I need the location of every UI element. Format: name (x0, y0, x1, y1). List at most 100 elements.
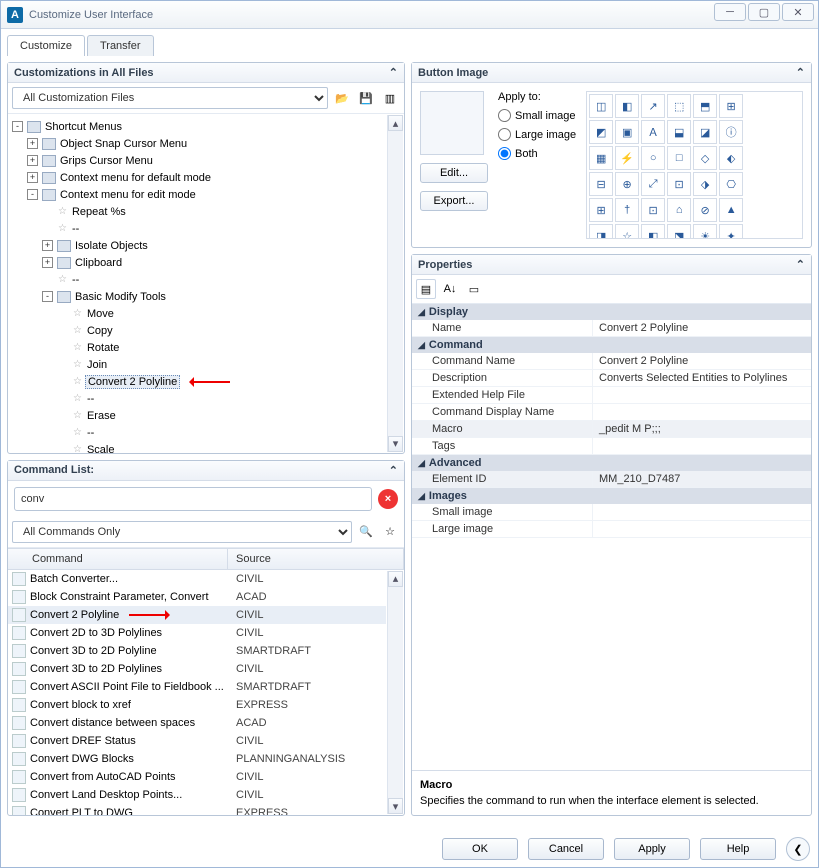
property-value[interactable] (592, 521, 811, 537)
radio-both[interactable]: Both (498, 147, 576, 160)
tree-expander-icon[interactable]: - (42, 291, 53, 302)
palette-icon[interactable]: ⊡ (641, 198, 665, 222)
props-page-icon[interactable]: ▭ (464, 279, 484, 299)
property-row[interactable]: Macro_pedit M P;;; (412, 421, 811, 438)
collapse-icon[interactable]: ⌃ (389, 66, 398, 79)
collapse-icon[interactable]: ⌃ (796, 66, 805, 79)
radio-large-image[interactable]: Large image (498, 128, 576, 141)
property-value[interactable]: _pedit M P;;; (592, 421, 811, 437)
apply-button[interactable]: Apply (614, 838, 690, 860)
property-row[interactable]: NameConvert 2 Polyline (412, 320, 811, 337)
palette-icon[interactable]: ◫ (589, 94, 613, 118)
property-value[interactable] (592, 504, 811, 520)
scroll-down-icon[interactable]: ▾ (388, 798, 403, 814)
palette-icon[interactable]: ⓘ (719, 120, 743, 144)
command-row[interactable]: Convert DREF StatusCIVIL (8, 732, 386, 750)
command-row[interactable]: Convert distance between spacesACAD (8, 714, 386, 732)
property-category[interactable]: ◢Images (412, 488, 811, 504)
column-command[interactable]: Command (8, 549, 228, 569)
save-icon[interactable]: 💾 (356, 88, 376, 108)
tree-node[interactable]: ☆Rotate (10, 339, 386, 356)
tree-node[interactable]: +Object Snap Cursor Menu (10, 135, 386, 152)
tree-node[interactable]: -Basic Modify Tools (10, 288, 386, 305)
property-value[interactable] (592, 438, 811, 454)
radio-small-image[interactable]: Small image (498, 109, 576, 122)
tree-node[interactable]: ☆Copy (10, 322, 386, 339)
palette-icon[interactable]: ⤢ (641, 172, 665, 196)
collapse-icon[interactable]: ⌃ (796, 258, 805, 271)
palette-icon[interactable]: ⬖ (719, 146, 743, 170)
palette-icon[interactable]: ⬚ (667, 94, 691, 118)
property-row[interactable]: Small image (412, 504, 811, 521)
property-row[interactable]: Extended Help File (412, 387, 811, 404)
icon-palette[interactable]: ◫◧↗⬚⬒⊞◩▣Ａ⬓◪ⓘ▦⚡○□◇⬖⊟⊕⤢⊡⬗⎔⊞†⊡⌂⊘▲◨☆◧⬔☀✦ (586, 91, 803, 239)
open-file-icon[interactable]: 📂 (332, 88, 352, 108)
palette-icon[interactable]: ⊘ (693, 198, 717, 222)
tree-node[interactable]: +Context menu for default mode (10, 169, 386, 186)
tree-expander-icon[interactable]: + (42, 240, 53, 251)
property-category[interactable]: ◢Display (412, 304, 811, 320)
maximize-button[interactable]: ▢ (748, 3, 780, 21)
command-row[interactable]: Convert DWG BlocksPLANNINGANALYSIS (8, 750, 386, 768)
find-icon[interactable]: 🔍 (356, 522, 376, 542)
ok-button[interactable]: OK (442, 838, 518, 860)
search-input[interactable] (14, 487, 372, 511)
edit-button[interactable]: Edit... (420, 163, 488, 183)
palette-icon[interactable]: ◇ (693, 146, 717, 170)
command-list-body[interactable]: Batch Converter...CIVILBlock Constraint … (8, 570, 404, 815)
property-row[interactable]: Tags (412, 438, 811, 455)
command-row[interactable]: Block Constraint Parameter, ConvertACAD (8, 588, 386, 606)
scroll-up-icon[interactable]: ▴ (388, 571, 403, 587)
tree-node[interactable]: -Shortcut Menus (10, 118, 386, 135)
property-row[interactable]: Large image (412, 521, 811, 538)
tree-node[interactable]: ☆Scale (10, 441, 386, 453)
tree-expander-icon[interactable]: - (27, 189, 38, 200)
command-row[interactable]: Convert 2D to 3D PolylinesCIVIL (8, 624, 386, 642)
property-value[interactable] (592, 404, 811, 420)
tree-node[interactable]: ☆-- (10, 390, 386, 407)
scroll-down-icon[interactable]: ▾ (388, 436, 403, 452)
tree-expander-icon[interactable]: + (42, 257, 53, 268)
tab-transfer[interactable]: Transfer (87, 35, 154, 56)
palette-icon[interactable]: ▲ (719, 198, 743, 222)
tree-node[interactable]: ☆Move (10, 305, 386, 322)
new-command-icon[interactable]: ☆ (380, 522, 400, 542)
property-category[interactable]: ◢Advanced (412, 455, 811, 471)
property-row[interactable]: Command Display Name (412, 404, 811, 421)
palette-icon[interactable]: ○ (641, 146, 665, 170)
property-row[interactable]: Command NameConvert 2 Polyline (412, 353, 811, 370)
palette-icon[interactable]: ⌂ (667, 198, 691, 222)
collapse-icon[interactable]: ⌃ (389, 464, 398, 477)
categorized-icon[interactable]: ▤ (416, 279, 436, 299)
property-row[interactable]: Element IDMM_210_D7487 (412, 471, 811, 488)
palette-icon[interactable]: ☀ (693, 224, 717, 239)
palette-icon[interactable]: ✦ (719, 224, 743, 239)
palette-icon[interactable]: ▦ (589, 146, 613, 170)
tree-expander-icon[interactable]: + (27, 138, 38, 149)
tree-node[interactable]: +Isolate Objects (10, 237, 386, 254)
expand-dialog-button[interactable]: ❮ (786, 837, 810, 861)
property-value[interactable]: Convert 2 Polyline (592, 320, 811, 336)
command-row[interactable]: Convert from AutoCAD PointsCIVIL (8, 768, 386, 786)
palette-icon[interactable]: ☆ (615, 224, 639, 239)
customizations-tree[interactable]: -Shortcut Menus+Object Snap Cursor Menu+… (8, 114, 404, 453)
tree-node[interactable]: +Clipboard (10, 254, 386, 271)
palette-icon[interactable]: ↗ (641, 94, 665, 118)
command-row[interactable]: Convert 3D to 2D PolylinesCIVIL (8, 660, 386, 678)
command-filter-dropdown[interactable]: All Commands Only (12, 521, 352, 543)
property-value[interactable]: MM_210_D7487 (592, 471, 811, 487)
help-button[interactable]: Help (700, 838, 776, 860)
palette-icon[interactable]: ◩ (589, 120, 613, 144)
palette-icon[interactable]: ◪ (693, 120, 717, 144)
tree-expander-icon[interactable]: - (12, 121, 23, 132)
tree-node[interactable]: ☆Join (10, 356, 386, 373)
palette-icon[interactable]: ⊞ (719, 94, 743, 118)
palette-icon[interactable]: ⎔ (719, 172, 743, 196)
tree-node[interactable]: ☆Repeat %s (10, 203, 386, 220)
tree-node[interactable]: +Grips Cursor Menu (10, 152, 386, 169)
tree-node[interactable]: ☆-- (10, 271, 386, 288)
command-row[interactable]: Convert ASCII Point File to Fieldbook ..… (8, 678, 386, 696)
tree-node[interactable]: ☆Erase (10, 407, 386, 424)
tree-node[interactable]: ☆-- (10, 220, 386, 237)
palette-icon[interactable]: ⊞ (589, 198, 613, 222)
